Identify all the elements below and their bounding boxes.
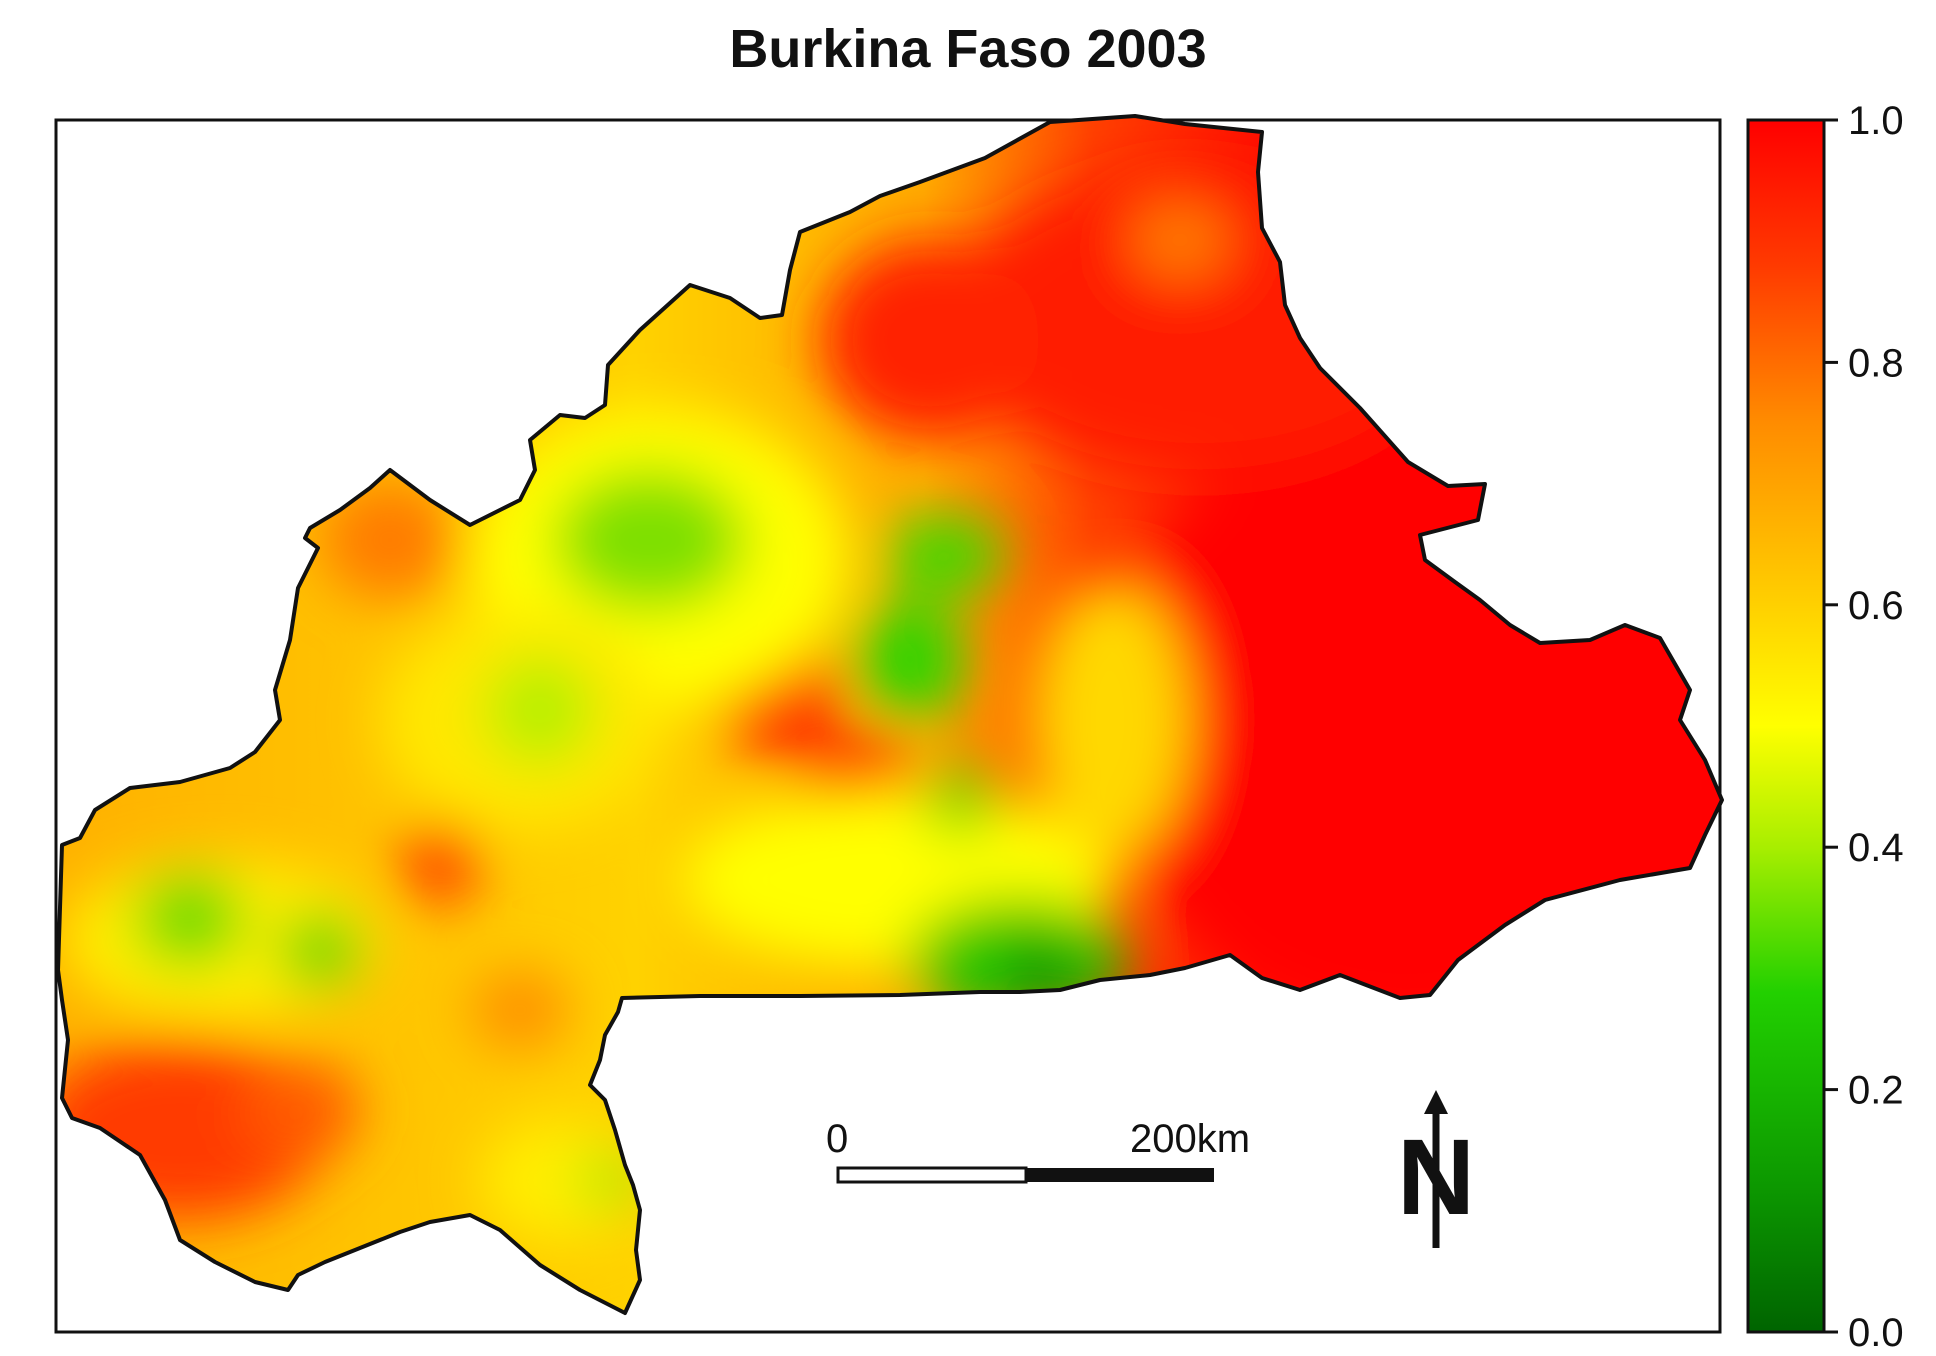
scale-bar-white-segment	[836, 1166, 1028, 1184]
scale-bar-black-segment	[1026, 1168, 1214, 1182]
legend-colorbar	[1746, 118, 1826, 1334]
legend-tick-label: 1.0	[1848, 99, 1904, 143]
legend-tick-label: 0.2	[1848, 1069, 1904, 1113]
legend-tick-label: 0.0	[1848, 1311, 1904, 1355]
scale-bar: 0 200km	[826, 1117, 1250, 1184]
north-arrow-icon: N	[1397, 1090, 1475, 1248]
color-legend: 1.0 0.8 0.6 0.4 0.2 0.0	[1746, 99, 1904, 1355]
north-arrow-label: N	[1397, 1116, 1475, 1237]
legend-tick-label: 0.6	[1848, 584, 1904, 628]
legend-tick-label: 0.8	[1848, 341, 1904, 385]
map-title: Burkina Faso 2003	[729, 19, 1207, 79]
legend-tick-label: 0.4	[1848, 826, 1904, 870]
scale-bar-start-label: 0	[826, 1117, 848, 1161]
scale-bar-end-label: 200km	[1130, 1117, 1250, 1161]
